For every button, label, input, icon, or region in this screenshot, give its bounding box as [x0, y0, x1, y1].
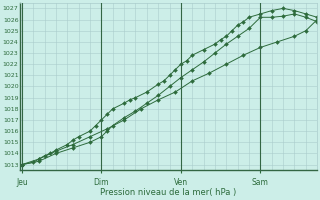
X-axis label: Pression niveau de la mer( hPa ): Pression niveau de la mer( hPa )	[100, 188, 237, 197]
